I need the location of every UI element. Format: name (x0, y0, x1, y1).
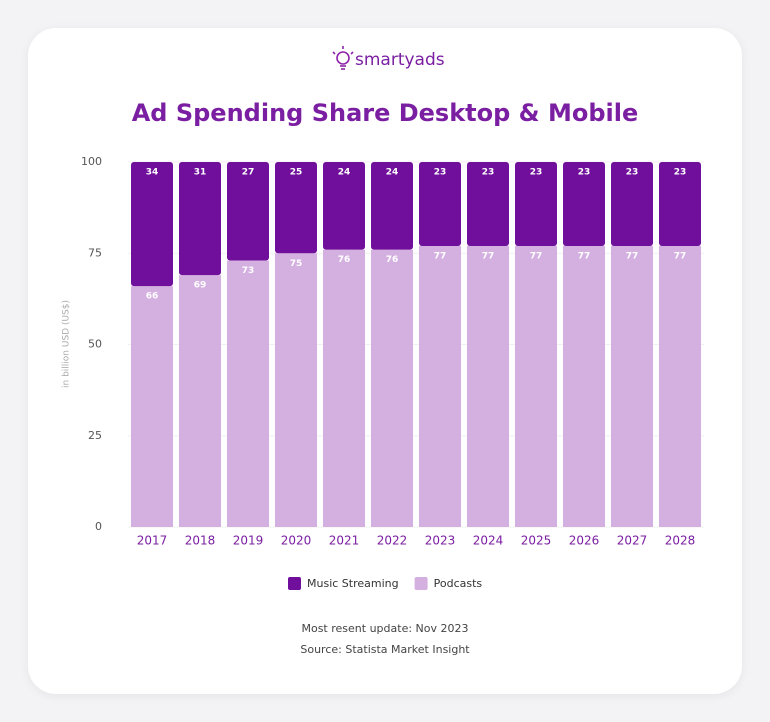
y-tick-label: 100 (81, 155, 102, 168)
data-label: 75 (290, 259, 303, 269)
data-label: 23 (674, 168, 687, 178)
bar-segment (227, 260, 269, 527)
data-label: 77 (674, 251, 687, 261)
x-tick-label: 2025 (521, 534, 552, 548)
y-tick-label: 75 (88, 246, 102, 259)
chart-title: Ad Spending Share Desktop & Mobile (132, 99, 639, 127)
bar-segment (371, 162, 413, 250)
data-label: 23 (482, 168, 495, 178)
bar-segment (323, 162, 365, 250)
data-label: 66 (146, 292, 159, 302)
data-label: 77 (530, 251, 543, 261)
bar-segment (611, 245, 653, 527)
x-tick-label: 2028 (665, 534, 696, 548)
x-tick-label: 2017 (137, 534, 168, 548)
bar-segment (371, 249, 413, 527)
bar-segment (563, 162, 605, 246)
bar-segment (323, 249, 365, 527)
data-label: 77 (482, 251, 495, 261)
legend-swatch (414, 577, 428, 590)
x-tick-label: 2027 (617, 534, 648, 548)
data-label: 77 (578, 251, 591, 261)
x-tick-label: 2020 (281, 534, 312, 548)
x-tick-label: 2021 (329, 534, 360, 548)
bar-segment (515, 162, 557, 246)
bar-segment (659, 162, 701, 246)
data-label: 34 (146, 168, 159, 178)
x-tick-label: 2024 (473, 534, 504, 548)
data-label: 76 (338, 255, 351, 265)
x-tick-label: 2018 (185, 534, 216, 548)
bar-segment (563, 245, 605, 527)
x-tick-label: 2023 (425, 534, 456, 548)
data-label: 23 (578, 168, 591, 178)
bar-segment (419, 162, 461, 246)
data-label: 23 (434, 168, 447, 178)
legend-label: Music Streaming (307, 577, 399, 590)
footer-source: Source: Statista Market Insight (300, 643, 470, 656)
x-tick-label: 2026 (569, 534, 600, 548)
footer-update: Most resent update: Nov 2023 (301, 622, 468, 635)
data-label: 31 (194, 168, 207, 178)
bar-segment (659, 245, 701, 527)
data-label: 69 (194, 281, 207, 291)
data-label: 25 (290, 168, 303, 178)
bar-segment (179, 275, 221, 527)
data-label: 24 (338, 168, 351, 178)
y-tick-label: 0 (95, 520, 102, 533)
y-tick-label: 50 (88, 338, 102, 351)
bar-segment (275, 253, 317, 527)
legend-label: Podcasts (434, 577, 483, 590)
data-label: 23 (626, 168, 639, 178)
bar-segment (515, 245, 557, 527)
data-label: 23 (530, 168, 543, 178)
bar-segment (467, 162, 509, 246)
data-label: 73 (242, 266, 255, 276)
brand: smartyads (355, 50, 445, 70)
data-label: 76 (386, 255, 399, 265)
x-tick-label: 2019 (233, 534, 264, 548)
bar-segment (227, 162, 269, 261)
bar-segment (467, 245, 509, 527)
data-label: 77 (626, 251, 639, 261)
y-axis-label: in billion USD (US$) (62, 300, 72, 388)
bar-segment (419, 245, 461, 527)
bar-segment (131, 162, 173, 287)
x-tick-label: 2022 (377, 534, 408, 548)
logo-icon (332, 46, 354, 70)
bar-segment (611, 162, 653, 246)
data-label: 77 (434, 251, 447, 261)
legend-swatch (288, 577, 301, 590)
y-tick-label: 25 (88, 429, 102, 442)
bar-segment (179, 162, 221, 276)
data-label: 27 (242, 168, 255, 178)
bar-segment (275, 162, 317, 254)
bar-segment (131, 286, 173, 527)
data-label: 24 (386, 168, 399, 178)
